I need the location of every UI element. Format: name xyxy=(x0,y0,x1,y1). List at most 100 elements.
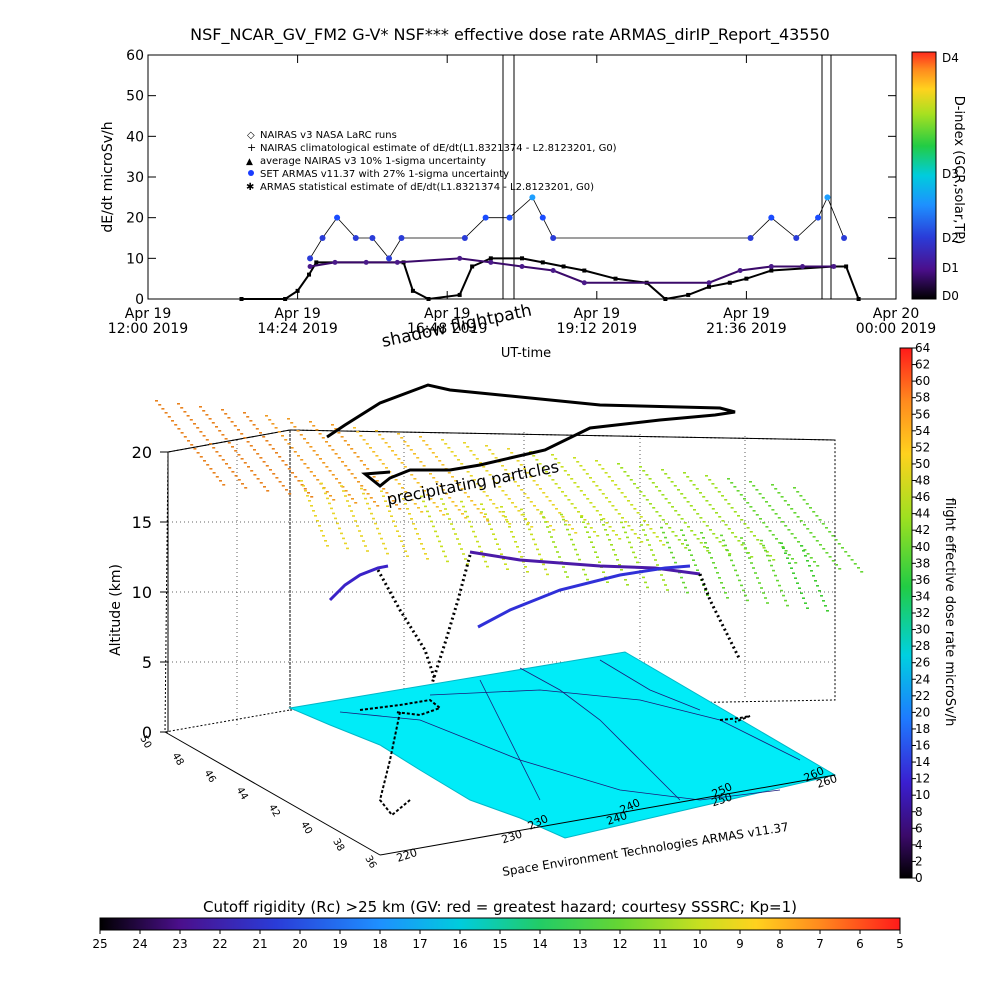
point-climatological xyxy=(663,297,668,301)
dose-field-cell xyxy=(655,511,659,513)
dose-field-cell-lower xyxy=(582,521,585,523)
dose-field-cell-lower xyxy=(526,571,529,573)
dose-field-cell xyxy=(718,541,722,543)
dose-field-cell-lower xyxy=(688,549,691,551)
dose-field-cell-lower xyxy=(792,572,795,574)
dose-field-cell xyxy=(199,456,203,458)
dose-field-cell xyxy=(482,466,486,468)
dose-colorbar-tick-label: 22 xyxy=(915,689,930,703)
dose-field-cell xyxy=(765,501,768,503)
dose-field-cell-lower xyxy=(466,515,469,518)
dose-field-cell xyxy=(331,424,334,426)
dose-field-cell-lower xyxy=(394,525,397,527)
dose-field-cell xyxy=(765,551,769,553)
rc-tick-label: 5 xyxy=(896,937,904,951)
dose-field-cell xyxy=(498,486,502,488)
dose-field-cell-lower xyxy=(708,552,711,554)
dose-field-cell xyxy=(350,473,354,475)
dose-field-cell xyxy=(775,538,778,540)
dose-field-cell xyxy=(381,463,385,465)
dose-field-cell xyxy=(187,440,190,442)
dose-field-cell xyxy=(221,459,225,461)
point-set-armas xyxy=(793,235,800,241)
dose-field-cell xyxy=(378,434,382,436)
dose-field-cell-lower xyxy=(342,537,345,540)
dose-rate-colorbar-ticks: 0246810121416182022242628303234363840424… xyxy=(912,341,930,885)
dose-field-cell xyxy=(199,431,203,433)
dose-field-cell xyxy=(668,527,672,529)
dose-field-cell xyxy=(365,443,369,445)
dose-colorbar-tick-label: 30 xyxy=(915,623,930,637)
dose-field-cell xyxy=(278,481,282,483)
rc-tick-label: 11 xyxy=(652,937,667,951)
dose-field-cell xyxy=(686,476,690,478)
dose-field-cell xyxy=(231,471,235,473)
dose-field-cell-lower xyxy=(558,556,561,558)
dose-colorbar-tick-label: 44 xyxy=(915,507,930,521)
point-climatological xyxy=(314,260,319,265)
dose-field-cell-lower xyxy=(586,578,589,581)
dose-field-cell xyxy=(271,448,275,450)
legend-symbol-climatological: + xyxy=(247,141,256,154)
dose-field-cell xyxy=(208,418,212,420)
dose-field-cell xyxy=(369,447,372,449)
dose-field-cell-lower xyxy=(546,526,549,528)
d-index-tick: D3 xyxy=(942,167,959,181)
dose-field-cell-lower xyxy=(804,602,807,604)
dose-field-cell xyxy=(695,488,699,490)
d-index-colorbar-label: D-index (GCR,solar,TP) xyxy=(951,96,966,244)
dose-field-cell xyxy=(359,460,363,462)
point-climatological xyxy=(470,264,475,269)
dose-field-cell xyxy=(758,493,762,495)
dose-field-cell xyxy=(171,420,174,422)
latitude-tick-label: 38 xyxy=(330,837,346,854)
dose-field-cell xyxy=(579,490,583,492)
dose-field-cell-lower xyxy=(360,535,363,537)
dose-field-cell-lower xyxy=(556,551,559,553)
dose-field-cell-lower xyxy=(720,582,723,584)
dose-field-cell xyxy=(645,474,649,476)
dose-field-cell-lower xyxy=(636,561,639,564)
dose-field-cell xyxy=(423,490,426,492)
dose-field-cell xyxy=(252,424,256,426)
dose-field-cell xyxy=(253,449,256,451)
dose-field-cell xyxy=(161,408,165,410)
point-set-armas xyxy=(529,194,536,201)
dose-field-cell xyxy=(334,428,338,430)
dose-field-cell xyxy=(237,479,241,481)
point-armas-statistical xyxy=(457,255,463,261)
dose-field-cell xyxy=(774,513,778,515)
3d-grid-lines xyxy=(168,432,835,725)
dose-field-cell xyxy=(247,466,250,468)
legend-symbol-set-armas xyxy=(248,170,254,176)
dose-field-cell xyxy=(203,460,206,462)
dose-field-cell-lower xyxy=(562,518,565,521)
y-tick-label: 0 xyxy=(135,292,144,308)
dose-field-cell-lower xyxy=(480,503,483,505)
dose-field-cell xyxy=(272,473,276,475)
dose-field-cell xyxy=(620,467,624,469)
dose-field-cell xyxy=(794,562,798,564)
dose-field-cell xyxy=(177,428,181,430)
dose-field-cell-lower xyxy=(412,523,415,525)
dose-field-cell xyxy=(357,481,360,483)
dose-field-cell-lower xyxy=(760,539,763,542)
dose-field-cell xyxy=(494,457,498,459)
d-index-tick: D1 xyxy=(942,261,959,275)
dose-field-cell xyxy=(453,455,457,457)
dose-field-cell xyxy=(501,490,505,492)
dose-field-cell xyxy=(727,503,731,505)
dose-field-cell xyxy=(724,524,728,526)
dose-field-cell-lower xyxy=(446,560,449,563)
dose-field-cell xyxy=(504,469,508,471)
dose-field-cell-lower xyxy=(408,513,411,515)
dose-field-cell-lower xyxy=(356,525,359,527)
dose-field-cell xyxy=(736,490,740,492)
dose-field-cell-lower xyxy=(332,512,335,515)
dose-field-cell xyxy=(708,504,712,506)
d-index-colorbar-ticks: D4 D3 D2 D1 D0 xyxy=(942,51,959,303)
dose-colorbar-tick-label: 4 xyxy=(915,838,923,852)
rc-tick-label: 18 xyxy=(372,937,387,951)
dose-field-cell xyxy=(639,516,643,518)
dose-field-cell xyxy=(473,479,476,481)
